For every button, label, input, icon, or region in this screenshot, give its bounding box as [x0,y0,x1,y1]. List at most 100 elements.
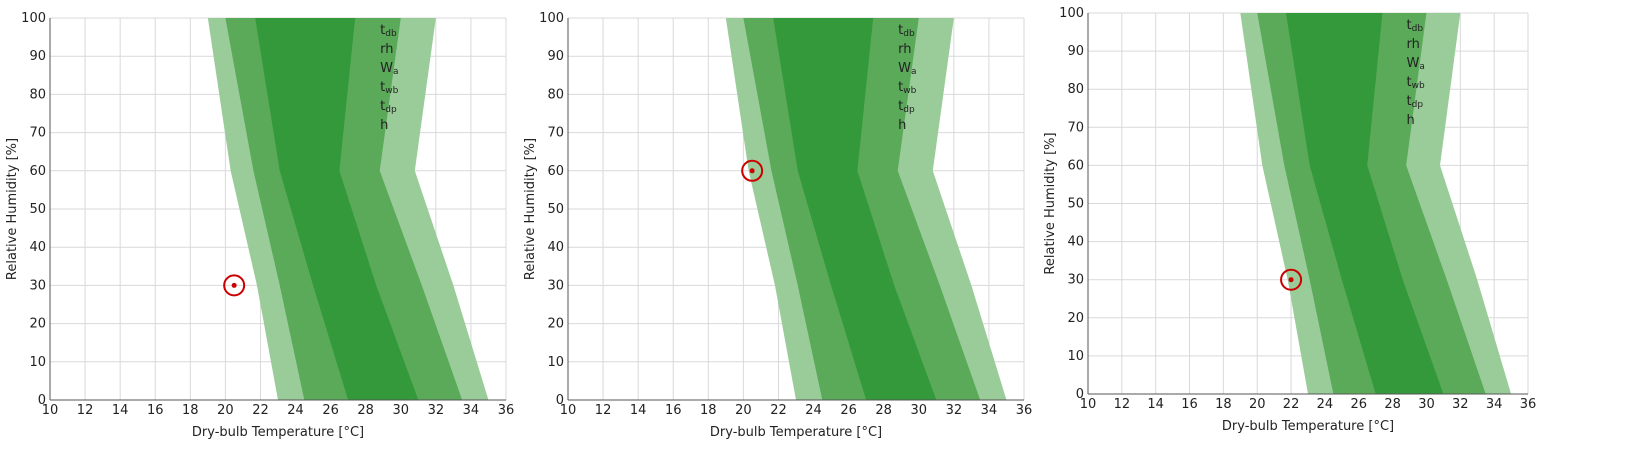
state-point-ring[interactable] [1280,268,1303,291]
legend-item-sub: db [903,29,915,39]
y-tick-label: 70 [547,126,564,141]
x-tick-label: 32 [946,403,963,418]
legend-item-main: W [1407,56,1420,71]
legend-item: Wa [1407,56,1425,72]
legend-item: twb [1407,75,1425,91]
x-tick-label: 30 [910,403,927,418]
x-tick-label: 18 [182,403,199,418]
chart-panel-3: 10 12 14 16 18 20 22 24 26 28 30 32 34 36 0 10 20 30 40 50 6… [1040,0,1640,462]
legend-item-main: t [380,80,385,95]
legend-item-sub: a [911,67,917,77]
x-tick-label: 34 [463,403,480,418]
x-tick-label: 16 [665,403,682,418]
y-tick-label: 60 [547,164,564,179]
y-tick-label: 80 [547,87,564,102]
y-tick-label: 50 [547,202,564,217]
x-tick-label: 32 [1452,397,1469,412]
x-tick-label: 34 [1486,397,1503,412]
y-tick-label: 50 [1067,197,1084,212]
y-tick-label: 20 [1067,311,1084,326]
legend-item: tdb [1407,18,1424,34]
y-tick-label: 90 [547,49,564,64]
legend-item-main: rh [380,42,393,57]
y-tick-label: 20 [29,317,46,332]
y-tick-label: 40 [1067,235,1084,250]
legend-item: h [1407,113,1415,128]
legend-item-sub: dp [1412,100,1424,110]
x-tick-label: 12 [595,403,612,418]
y-tick-label: 10 [1067,349,1084,364]
x-tick-label: 30 [1418,397,1435,412]
x-tick-label: 12 [77,403,94,418]
legend-item-main: t [1407,94,1412,109]
y-tick-label: 60 [1067,158,1084,173]
x-tick-label: 20 [735,403,752,418]
chart-panel-1: 10 12 14 16 18 20 22 24 26 28 30 32 34 36 0 10 20 30 40 50 6… [0,0,540,462]
y-tick-label: 0 [556,393,564,408]
y-axis-title: Relative Humidity [%] [1043,132,1058,274]
y-tick-label: 0 [1076,387,1084,402]
legend-item-sub: a [393,67,399,77]
x-tick-label: 36 [1520,397,1537,412]
x-tick-label: 32 [428,403,445,418]
x-tick-label: 18 [700,403,717,418]
legend-item-sub: db [1412,24,1424,34]
y-tick-label: 50 [29,202,46,217]
y-tick-label: 10 [547,355,564,370]
legend-item-sub: a [1419,62,1425,72]
y-tick-label: 80 [1067,82,1084,97]
legend-item-main: rh [1407,37,1420,52]
legend-item: h [380,118,388,133]
legend-item: tdp [380,99,397,115]
y-tick-label: 30 [547,278,564,293]
chart-svg-1: 10 12 14 16 18 20 22 24 26 28 30 32 34 36010203040506… [5,11,514,440]
legend-item: twb [380,80,398,96]
comfort-zone [207,18,489,400]
legend-item-sub: wb [903,86,916,96]
legend-item: tdb [380,23,397,39]
chart-panel-2: 10 12 14 16 18 20 22 24 26 28 30 32 34 36 0 10 20 30 40 50 6… [520,0,1040,462]
legend-item-main: h [898,118,906,133]
comfort-zone [1240,13,1512,394]
y-axis-title: Relative Humidity [%] [523,138,538,280]
legend-item: tdp [1407,94,1424,110]
legend-item: rh [898,42,911,57]
legend-item: rh [380,42,393,57]
state-point-ring[interactable] [741,159,764,182]
x-axis-title: Dry-bulb Temperature [°C] [192,425,364,440]
x-tick-label: 20 [1249,397,1266,412]
x-tick-label: 24 [287,403,304,418]
legend-item: Wa [898,61,916,77]
legend-item-main: h [380,118,388,133]
legend-item-main: t [898,23,903,38]
x-tick-label: 20 [217,403,234,418]
x-tick-label: 22 [252,403,269,418]
legend-item: Wa [380,61,398,77]
y-tick-label: 30 [29,278,46,293]
legend-item: h [898,118,906,133]
legend-item: tdb [898,23,915,39]
x-tick-label: 28 [357,403,374,418]
y-tick-label: 40 [547,240,564,255]
legend-item-main: W [380,61,393,76]
state-point[interactable] [231,282,237,288]
state-point-ring[interactable] [223,274,246,297]
legend-item-sub: dp [385,105,397,115]
legend-item-sub: wb [385,86,398,96]
x-tick-label: 10 [1080,397,1097,412]
x-axis-title: Dry-bulb Temperature [°C] [1222,419,1394,434]
y-tick-label: 20 [547,317,564,332]
state-point[interactable] [1288,277,1294,283]
y-tick-label: 60 [29,164,46,179]
x-tick-label: 24 [1317,397,1334,412]
x-tick-label: 10 [42,403,59,418]
comfort-band-3 [255,18,419,400]
y-tick-label: 100 [21,11,46,26]
legend-item: rh [1407,37,1420,52]
state-point[interactable] [749,168,755,174]
y-tick-label: 0 [38,393,46,408]
chart-svg-3: 10 12 14 16 18 20 22 24 26 28 30 32 34 36010203040506… [1043,6,1537,434]
